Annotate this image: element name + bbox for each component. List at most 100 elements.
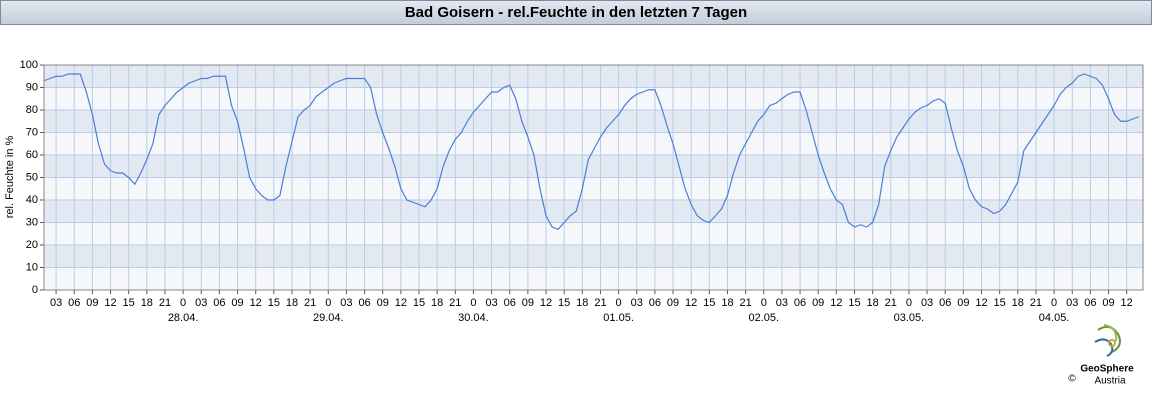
logo [1094,324,1121,357]
x-tick-label: 03 [485,297,497,309]
x-date-label: 30.04. [458,312,489,324]
y-tick-label: 10 [26,261,38,273]
x-tick-label: 0 [470,297,476,309]
y-tick-label: 100 [20,59,38,71]
logo-name: GeoSphere [1080,364,1134,375]
y-tick-label: 80 [26,104,38,116]
x-date-label: 29.04. [313,312,344,324]
x-tick-label: 03 [50,297,62,309]
y-tick-label: 60 [26,149,38,161]
x-tick-label: 15 [703,297,715,309]
band [44,245,1143,268]
x-tick-label: 06 [213,297,225,309]
x-tick-label: 09 [377,297,389,309]
x-tick-label: 03 [340,297,352,309]
x-date-label: 28.04. [168,312,199,324]
x-tick-label: 09 [522,297,534,309]
band [44,87,1143,110]
y-tick-label: 0 [32,284,38,296]
logo-sub: Austria [1094,376,1126,387]
x-date-label: 04.05. [1039,312,1070,324]
x-tick-label: 09 [231,297,243,309]
x-tick-label: 09 [812,297,824,309]
x-tick-label: 21 [304,297,316,309]
y-tick-label: 20 [26,239,38,251]
x-tick-label: 18 [576,297,588,309]
x-tick-label: 21 [449,297,461,309]
band [44,65,1143,88]
plot-background [44,65,1143,290]
plot-border [43,64,1144,291]
x-tick-label: 09 [667,297,679,309]
x-tick-label: 03 [1066,297,1078,309]
x-tick-label: 15 [558,297,570,309]
band [44,222,1143,245]
x-tick-label: 15 [413,297,425,309]
x-tick-label: 06 [358,297,370,309]
y-tick-label: 40 [26,194,38,206]
x-tick-label: 03 [195,297,207,309]
y-tick-label: 90 [26,81,38,93]
band [44,132,1143,155]
x-tick-label: 0 [616,297,622,309]
x-tick-label: 0 [1051,297,1057,309]
x-tick-label: 21 [739,297,751,309]
x-tick-label: 03 [631,297,643,309]
x-tick-label: 03 [921,297,933,309]
x-tick-label: 12 [830,297,842,309]
x-date-label: 02.05. [748,312,779,324]
x-tick-label: 15 [994,297,1006,309]
x-tick-label: 15 [848,297,860,309]
x-date-label: 01.05. [603,312,634,324]
x-tick-label: 09 [1102,297,1114,309]
y-tick-label: 50 [26,171,38,183]
x-tick-label: 18 [286,297,298,309]
x-tick-label: 12 [395,297,407,309]
x-tick-label: 09 [86,297,98,309]
x-tick-label: 18 [141,297,153,309]
band [44,200,1143,223]
band [44,177,1143,200]
plot [43,73,1139,230]
x-tick-label: 0 [180,297,186,309]
y-axis-label: rel. Feuchte in % [4,136,16,219]
x-tick-label: 03 [776,297,788,309]
x-tick-label: 21 [594,297,606,309]
x-tick-label: 15 [268,297,280,309]
x-tick-label: 0 [906,297,912,309]
x-tick-label: 12 [975,297,987,309]
x-tick-label: 0 [325,297,331,309]
x-tick-label: 12 [1121,297,1133,309]
x-tick-label: 21 [159,297,171,309]
x-tick-label: 06 [68,297,80,309]
x-tick-label: 21 [885,297,897,309]
x-tick-label: 21 [1030,297,1042,309]
chart-title: Bad Goisern - rel.Feuchte in den letzten… [405,4,747,21]
x-tick-label: 06 [794,297,806,309]
x-tick-label: 18 [721,297,733,309]
x-tick-label: 18 [431,297,443,309]
x-tick-label: 18 [1012,297,1024,309]
x-date-label: 03.05. [894,312,925,324]
copyright: © [1068,374,1076,385]
x-tick-label: 15 [123,297,135,309]
y-tick-label: 30 [26,216,38,228]
x-tick-label: 12 [250,297,262,309]
title-bar [0,0,1152,25]
x-tick-label: 06 [504,297,516,309]
band [44,155,1143,178]
x-tick-label: 12 [104,297,116,309]
x-tick-label: 06 [1084,297,1096,309]
y-tick-label: 70 [26,126,38,138]
x-tick-label: 18 [867,297,879,309]
x-tick-label: 06 [939,297,951,309]
band [44,267,1143,290]
x-tick-label: 0 [761,297,767,309]
band [44,110,1143,133]
data-line [43,73,1139,230]
x-tick-label: 12 [685,297,697,309]
x-tick-label: 12 [540,297,552,309]
x-tick-label: 06 [649,297,661,309]
